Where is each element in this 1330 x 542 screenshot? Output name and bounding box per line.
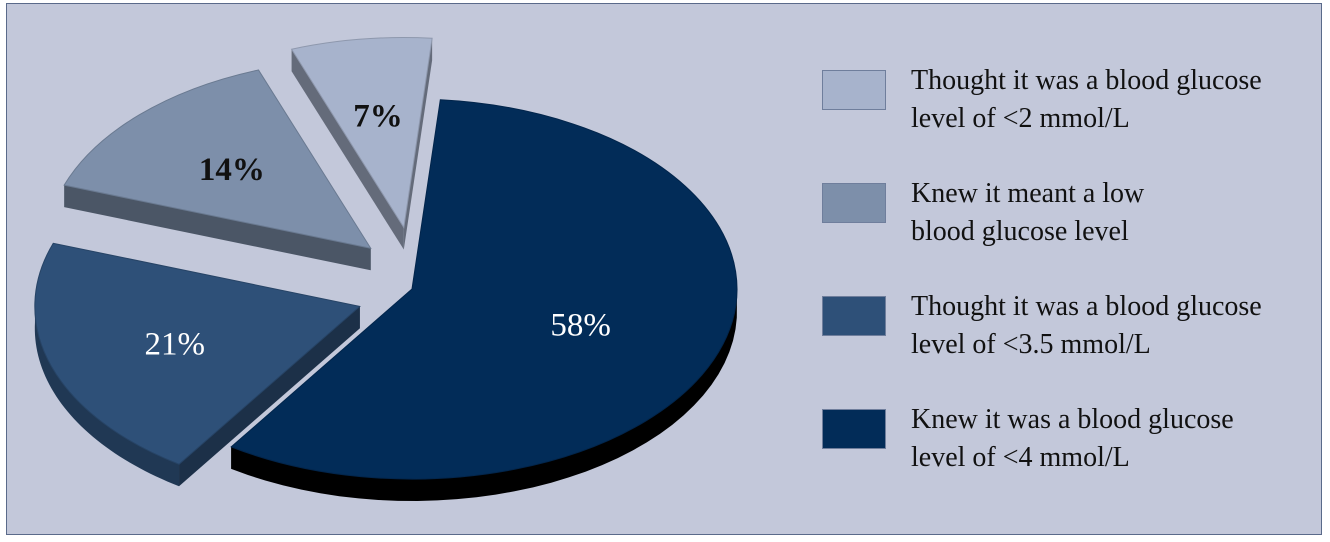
legend-label-lt3-5: Thought it was a blood glucose level of … [911, 291, 1262, 360]
legend-label-low: Knew it meant a low blood glucose level [911, 178, 1145, 247]
slice-label-low: 14% [199, 152, 265, 188]
legend-item-lt3-5: Thought it was a blood glucose level of … [822, 291, 1322, 386]
pie-chart: 58% 21% 14% 7% [34, 37, 738, 501]
slice-low [63, 69, 372, 250]
legend: Thought it was a blood glucose level of … [822, 4, 1322, 534]
slice-lt3-5 [34, 242, 361, 465]
legend-swatch-low [822, 183, 886, 223]
legend-label-lt4: Knew it was a blood glucose level of <4 … [911, 404, 1234, 473]
slice-label-lt2: 7% [353, 99, 403, 135]
slice-lt2 [290, 37, 433, 229]
legend-item-lt4: Knew it was a blood glucose level of <4 … [822, 404, 1322, 499]
slice-side-lt2 [291, 38, 433, 250]
slice-lt4 [230, 99, 738, 480]
legend-label-lt2: Thought it was a blood glucose level of … [911, 65, 1262, 134]
legend-item-lt2: Thought it was a blood glucose level of … [822, 65, 1322, 160]
legend-item-low: Knew it meant a low blood glucose level [822, 178, 1322, 273]
chart-frame: 58% 21% 14% 7% Thought it was a blood gluco… [6, 3, 1322, 535]
slice-label-lt4: 58% [550, 308, 611, 344]
legend-swatch-lt4 [822, 409, 886, 449]
slice-label-lt3-5: 21% [145, 326, 206, 362]
legend-swatch-lt2 [822, 70, 886, 110]
legend-swatch-lt3-5 [822, 296, 886, 336]
